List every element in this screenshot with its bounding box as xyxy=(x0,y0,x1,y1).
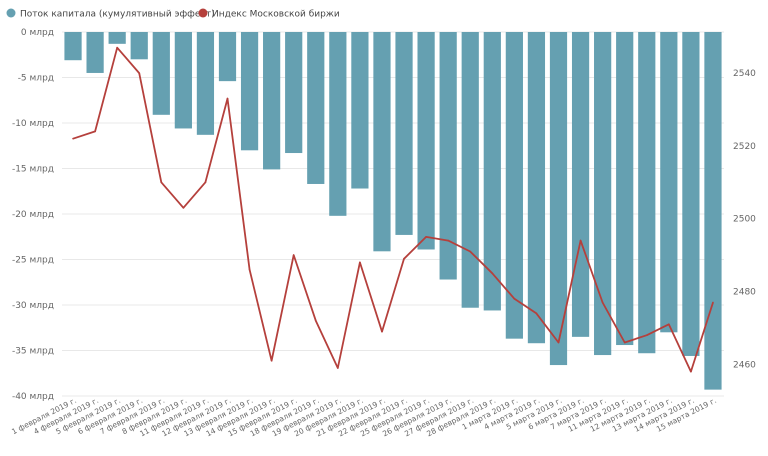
y-axis-right: 2460 2480 2500 2520 2540 xyxy=(733,69,756,370)
bar-series xyxy=(64,32,722,390)
bar xyxy=(307,32,325,184)
line-point xyxy=(337,367,339,369)
line-point xyxy=(513,298,516,300)
y-left-tick-label: -25 млрд xyxy=(12,256,54,266)
bar xyxy=(571,32,590,337)
bar xyxy=(196,32,215,135)
bar xyxy=(527,32,546,344)
y-right-tick-label: 2500 xyxy=(733,215,756,225)
line-point xyxy=(712,301,714,304)
line-point xyxy=(138,72,141,74)
legend-label-1: Поток капитала (кумулятивный эффект) xyxy=(20,10,215,20)
legend-label-2: Индекс Московской биржи xyxy=(212,10,340,20)
line-point xyxy=(314,319,317,322)
bar xyxy=(130,32,148,60)
y-left-tick-label: -10 млрд xyxy=(12,119,54,129)
bar xyxy=(395,32,413,235)
bar xyxy=(285,32,303,154)
line-point xyxy=(359,261,361,264)
line-point xyxy=(248,268,251,271)
line-point xyxy=(447,239,449,242)
bar xyxy=(660,32,678,333)
series-line xyxy=(72,46,714,373)
bar xyxy=(616,32,634,346)
bar xyxy=(218,32,237,82)
bar xyxy=(704,32,722,390)
line-point xyxy=(381,330,383,333)
line-point xyxy=(204,181,207,184)
line-point xyxy=(292,254,295,256)
line-point xyxy=(645,334,648,337)
line-point xyxy=(182,207,185,209)
y-left-tick-label: 0 млрд xyxy=(21,28,54,38)
y-left-tick-label: -30 млрд xyxy=(12,301,54,311)
y-right-tick-label: 2520 xyxy=(733,142,756,152)
line-point xyxy=(557,341,560,344)
line-point xyxy=(94,130,96,133)
y-left-tick-label: -35 млрд xyxy=(12,347,54,357)
bar xyxy=(64,32,82,61)
line-point xyxy=(601,301,604,304)
y-right-tick-label: 2460 xyxy=(733,360,756,370)
bar xyxy=(682,32,700,356)
bar xyxy=(594,32,612,356)
legend: Поток капитала (кумулятивный эффект)Инде… xyxy=(6,8,340,20)
legend-marker-1 xyxy=(6,8,16,18)
bar xyxy=(439,32,457,280)
bar xyxy=(351,32,369,189)
line-point xyxy=(425,236,427,238)
bar xyxy=(108,32,126,44)
y-left-tick-label: -20 млрд xyxy=(12,210,54,220)
bar xyxy=(86,32,104,73)
bar xyxy=(174,32,192,129)
line-point xyxy=(623,341,626,344)
gridlines xyxy=(62,31,724,397)
bar xyxy=(263,32,281,170)
bar xyxy=(373,32,391,252)
bar xyxy=(549,32,568,366)
y-right-tick-label: 2480 xyxy=(733,288,756,298)
bar xyxy=(461,32,479,308)
y-axis-left: 0 млрд -5 млрд -10 млрд -15 млрд -20 млрд -25… xyxy=(12,28,54,402)
line-point xyxy=(226,97,229,100)
bar xyxy=(240,32,259,151)
bar xyxy=(505,32,523,339)
line-point xyxy=(579,239,582,242)
line-point xyxy=(72,137,74,140)
line-point xyxy=(491,272,494,275)
y-left-tick-label: -5 млрд xyxy=(18,74,54,84)
line-point xyxy=(116,46,118,49)
line-series xyxy=(72,46,714,373)
line-point xyxy=(469,250,472,253)
bar xyxy=(152,32,170,115)
y-right-tick-label: 2540 xyxy=(733,69,756,79)
line-point xyxy=(690,370,692,373)
x-axis: 1 февраля 2019 г.4 февраля 2019 г.5 февр… xyxy=(10,396,718,439)
bar xyxy=(638,32,656,354)
bar xyxy=(329,32,347,216)
line-point xyxy=(668,323,670,326)
line-point xyxy=(270,359,273,362)
bar xyxy=(483,32,501,311)
y-left-tick-label: -40 млрд xyxy=(12,392,54,402)
line-point xyxy=(160,181,163,184)
line-point xyxy=(535,312,538,315)
legend-marker-2 xyxy=(198,8,208,18)
y-left-tick-label: -15 млрд xyxy=(12,165,54,175)
line-point xyxy=(403,257,405,260)
bar xyxy=(417,32,435,250)
